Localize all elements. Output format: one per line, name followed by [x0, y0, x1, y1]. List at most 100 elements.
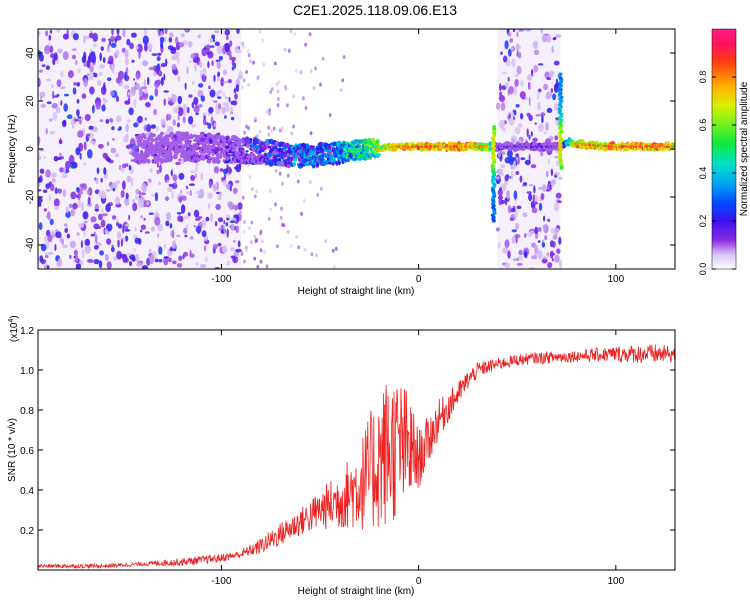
noise-blob [56, 188, 63, 194]
noise-blob [247, 83, 251, 87]
noise-blob [195, 112, 199, 116]
noise-blob [195, 261, 199, 266]
noise-blob [223, 220, 226, 225]
noise-blob [189, 236, 194, 240]
noise-blob [51, 172, 57, 178]
noise-blob [176, 122, 180, 128]
noise-blob [214, 41, 220, 46]
noise-blob [517, 155, 520, 165]
noise-blob [554, 36, 557, 40]
noise-blob [45, 229, 51, 237]
noise-blob [203, 245, 207, 252]
noise-blob [159, 36, 165, 44]
ridge-blob [135, 135, 139, 140]
noise-blob [79, 118, 82, 125]
noise-blob [510, 170, 514, 180]
noise-blob [188, 94, 193, 98]
noise-blob [98, 213, 103, 221]
noise-blob [96, 226, 102, 229]
noise-blob [198, 83, 204, 88]
noise-blob [115, 115, 122, 123]
noise-blob [235, 180, 240, 184]
noise-blob [101, 104, 106, 112]
noise-blob [131, 32, 137, 38]
noise-blob [508, 86, 514, 95]
noise-blob [312, 86, 316, 90]
noise-blob [544, 235, 548, 241]
noise-blob [515, 222, 520, 230]
noise-blob [112, 138, 115, 141]
noise-blob [98, 143, 104, 149]
noise-blob [230, 116, 235, 121]
noise-blob [541, 115, 544, 124]
ridge-blob [159, 131, 164, 136]
ridge-blob [211, 134, 214, 138]
noise-blob [111, 244, 115, 247]
noise-blob [274, 168, 278, 173]
noise-blob [40, 96, 43, 102]
noise-blob [133, 98, 137, 109]
noise-blob [138, 87, 143, 98]
noise-blob [302, 198, 306, 203]
ridge-blob [225, 154, 232, 158]
ridge-blob [167, 157, 173, 163]
noise-blob [527, 74, 533, 81]
noise-blob [507, 250, 511, 259]
noise-blob [172, 119, 177, 126]
noise-blob [516, 262, 523, 266]
noise-blob [250, 187, 254, 192]
noise-blob [534, 226, 538, 235]
noise-blob [194, 218, 201, 221]
noise-blob [52, 178, 57, 183]
noise-blob [87, 149, 93, 159]
noise-blob [115, 222, 120, 227]
noise-blob [203, 47, 207, 50]
noise-blob [240, 250, 244, 255]
ridge-blob [376, 139, 380, 144]
ridge-blob [130, 138, 136, 144]
noise-blob [99, 52, 102, 62]
noise-blob [45, 30, 49, 37]
noise-blob [286, 229, 290, 234]
noise-blob [137, 115, 143, 123]
noise-blob [212, 184, 217, 192]
noise-blob [106, 238, 112, 245]
noise-blob [120, 166, 125, 173]
ridge-blob [276, 158, 282, 162]
noise-blob [222, 80, 229, 84]
noise-blob [546, 34, 552, 43]
noise-blob [81, 249, 85, 259]
noise-blob [110, 42, 117, 48]
noise-blob [38, 175, 43, 183]
noise-blob [197, 195, 204, 199]
noise-blob [528, 193, 533, 202]
noise-blob [193, 224, 196, 228]
noise-blob [545, 91, 553, 100]
noise-blob [178, 255, 183, 261]
noise-blob [528, 134, 531, 140]
noise-blob [507, 174, 510, 179]
noise-blob [259, 248, 263, 253]
noise-blob [510, 135, 517, 144]
noise-blob [221, 106, 226, 113]
noise-blob [183, 251, 189, 257]
noise-blob [163, 98, 166, 106]
noise-blob [267, 132, 271, 137]
noise-blob [202, 112, 207, 117]
noise-blob [557, 200, 562, 204]
snr-panel: -100 0 100 0.2 0.4 0.6 0.8 1.0 1.2 Height of str… [7, 315, 676, 597]
noise-blob [517, 255, 523, 261]
noise-blob [94, 208, 100, 212]
ridge-blob [138, 133, 142, 138]
noise-blob [500, 51, 503, 55]
noise-blob [108, 55, 114, 64]
spectrogram-ytick-label: -40 [25, 237, 36, 252]
noise-blob [81, 202, 84, 212]
noise-blob [509, 217, 515, 221]
noise-blob [295, 234, 299, 239]
ridge-blob [158, 135, 163, 139]
noise-blob [278, 128, 282, 133]
noise-blob [243, 259, 246, 264]
noise-blob [512, 85, 518, 96]
noise-blob [270, 87, 274, 92]
